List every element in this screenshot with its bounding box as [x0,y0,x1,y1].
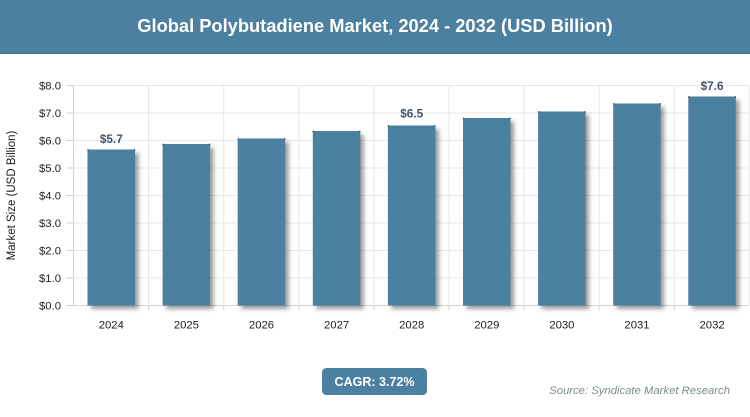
svg-text:2025: 2025 [174,320,199,332]
svg-text:$8.0: $8.0 [39,81,61,93]
svg-text:$0.0: $0.0 [39,301,61,313]
svg-text:2027: 2027 [324,320,349,332]
svg-text:2028: 2028 [399,320,424,332]
svg-text:2030: 2030 [549,320,574,332]
svg-text:$7.6: $7.6 [701,79,724,93]
svg-text:$2.0: $2.0 [39,246,61,258]
svg-text:2032: 2032 [700,320,725,332]
svg-text:$6.5: $6.5 [400,107,423,121]
svg-text:$5.0: $5.0 [39,163,61,175]
svg-text:$6.0: $6.0 [39,136,61,148]
svg-text:Market Size (USD Billion): Market Size (USD Billion) [6,130,18,260]
svg-text:2029: 2029 [474,320,499,332]
svg-text:$3.0: $3.0 [39,218,61,230]
svg-text:2031: 2031 [624,320,649,332]
svg-text:$1.0: $1.0 [39,273,61,285]
svg-text:2026: 2026 [249,320,274,332]
svg-text:$5.7: $5.7 [100,132,123,146]
svg-text:$7.0: $7.0 [39,108,61,120]
svg-text:$4.0: $4.0 [39,191,61,203]
svg-text:2024: 2024 [99,320,124,332]
